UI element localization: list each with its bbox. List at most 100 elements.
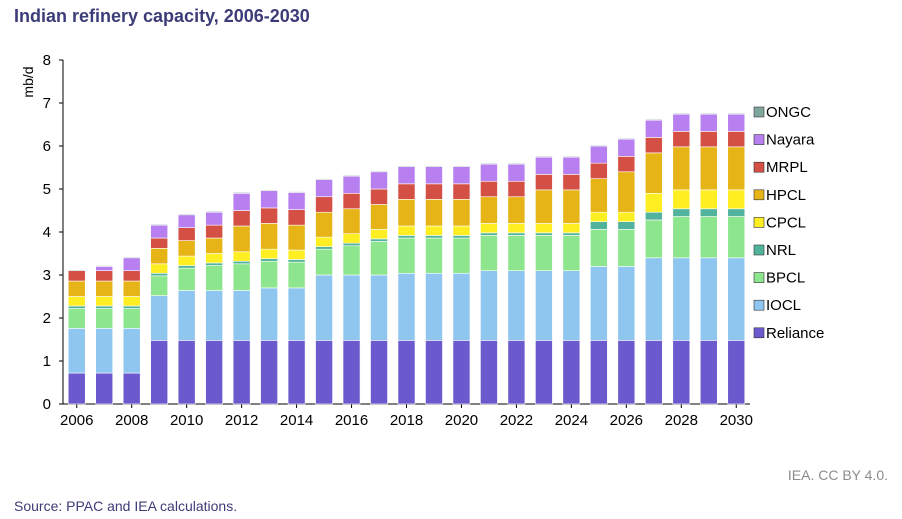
bar-segment-ongc [315,178,333,180]
bar-segment-nayara [260,190,278,209]
x-tick-label: 2028 [665,412,698,429]
bar-segment-mrpl [507,180,526,198]
bar-segment-nayara [425,166,443,185]
bar-segment-nayara [507,163,526,182]
bar-segment-bpcl [177,267,196,291]
bar-segment-nrl [122,305,141,309]
bar-segment-nrl [177,265,196,269]
bar-stack-2019 [425,165,443,405]
bar-segment-cpcl [699,189,718,210]
bar-stack-2021 [480,162,498,405]
bar-segment-mrpl [95,270,114,282]
bar-segment-reliance [425,340,443,405]
bar-stack-2017 [370,170,388,405]
bar-stack-2015 [315,178,333,405]
legend-item-nrl: NRL [753,242,796,259]
bar-segment-iocl [562,270,581,341]
bar-segment-ongc [205,211,223,213]
bar-segment-cpcl [562,223,581,234]
legend-label: CPCL [766,214,806,231]
bar-stack-2010 [177,213,196,405]
bar-segment-nrl [205,262,223,266]
bar-stack-2023 [535,156,553,405]
bar-segment-nayara [205,211,223,226]
bar-segment-bpcl [205,265,223,291]
bar-segment-reliance [535,340,553,405]
y-tick-label: 4 [43,224,51,241]
bar-segment-bpcl [480,235,498,272]
bar-segment-reliance [150,340,168,405]
bar-stack-2024 [562,156,581,405]
y-tick-label: 1 [43,353,51,370]
bar-segment-nayara [535,156,553,175]
bar-segment-hpcl [232,225,251,253]
bar-segment-reliance [205,340,223,405]
credit-text: IEA. CC BY 4.0. [787,467,888,483]
bar-segment-hpcl [535,189,553,224]
bar-segment-hpcl [590,178,608,213]
bar-segment-reliance [67,372,86,405]
bar-stack-2013 [260,189,278,405]
bar-segment-hpcl [645,152,663,194]
bar-segment-nrl [507,232,526,236]
bar-segment-cpcl [535,223,553,234]
bar-segment-iocl [370,274,388,341]
legend-item-cpcl: CPCL [753,214,806,231]
bar-segment-hpcl [370,204,388,230]
bar-segment-nayara [177,214,196,229]
bar-segment-mrpl [342,193,361,210]
bar-segment-bpcl [535,235,553,272]
bar-segment-nrl [287,259,306,263]
bar-segment-iocl [727,257,746,341]
bar-stack-2016 [342,174,361,405]
bar-segment-cpcl [260,248,278,259]
bar-segment-hpcl [397,199,416,227]
bar-segment-reliance [480,340,498,405]
legend-item-bpcl: BPCL [753,270,805,287]
legend: ONGC Nayara MRPL HPCL CPCL NRL BPCL IOCL Relianc… [753,104,824,342]
bar-segment-nayara [122,257,141,271]
x-tick-label: 2024 [555,412,588,429]
bar-segment-cpcl [425,225,443,236]
legend-item-ongc: ONGC [753,104,811,121]
bar-stack-2030 [727,113,746,405]
bar-segment-hpcl [342,208,361,235]
bar-segment-mrpl [150,237,168,249]
y-tick-label: 7 [43,95,51,112]
bar-segment-nrl [535,232,553,236]
bar-segment-mrpl [425,183,443,200]
bar-stack-2025 [590,144,608,405]
bar-segment-ongc [122,256,141,259]
bar-segment-nrl [699,208,718,217]
bar-segment-nrl [397,235,416,239]
bar-segment-nayara [699,113,718,132]
y-tick-label: 8 [43,52,51,69]
bar-segment-reliance [645,340,663,405]
bar-segment-ongc [95,265,114,267]
bar-segment-nrl [150,272,168,277]
bar-segment-nayara [590,145,608,164]
legend-item-hpcl: HPCL [753,187,806,204]
bar-segment-nayara [150,224,168,239]
legend-swatch [753,272,765,283]
bar-segment-iocl [287,287,306,341]
bar-segment-reliance [672,340,691,405]
bar-segment-mrpl [672,131,691,148]
bar-stack-2007 [95,265,114,405]
bar-segment-mrpl [590,162,608,179]
x-tick-label: 2018 [390,412,423,429]
bar-segment-ongc [67,269,86,271]
bar-segment-bpcl [507,235,526,272]
bar-segment-ongc [452,165,471,167]
bar-segment-hpcl [150,248,168,265]
bar-segment-iocl [645,257,663,341]
bar-segment-bpcl [67,308,86,329]
bar-segment-hpcl [315,211,333,238]
bar-segment-ongc [177,213,196,216]
x-tick-label: 2026 [610,412,643,429]
bar-segment-nrl [425,235,443,239]
bar-stack-2022 [507,162,526,405]
y-tick-label: 2 [43,310,51,327]
bar-segment-ongc [260,189,278,192]
bar-segment-reliance [177,340,196,405]
